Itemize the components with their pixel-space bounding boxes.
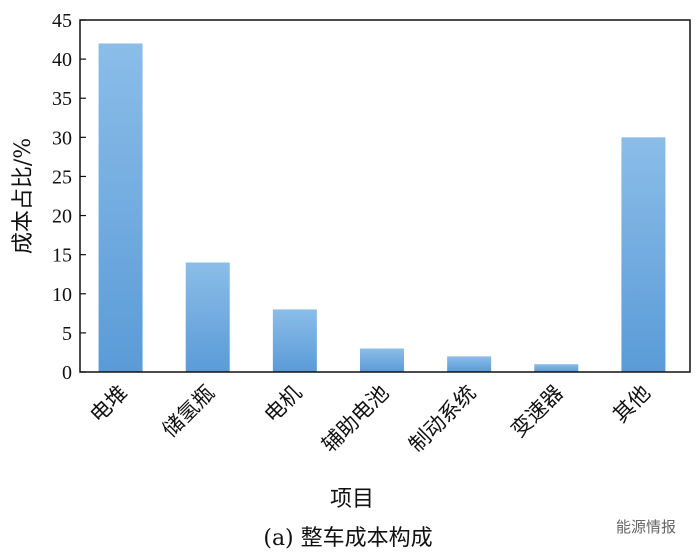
y-tick-label: 20	[52, 206, 72, 228]
bar-变速器	[534, 364, 579, 372]
plot-frame	[79, 19, 691, 373]
figure-caption: (a) 整车成本构成	[263, 526, 433, 551]
y-tick-label: 25	[52, 166, 72, 188]
x-tick-label: 辅助电池	[317, 381, 393, 457]
bar-电机	[272, 309, 317, 372]
x-tick-label: 变速器	[506, 381, 568, 443]
x-tick-label: 制动系统	[404, 381, 480, 457]
x-tick-label: 电机	[260, 381, 307, 428]
y-tick-label: 5	[62, 323, 72, 345]
y-tick-label: 10	[52, 284, 72, 306]
y-tick-label: 45	[52, 10, 72, 32]
y-tick-label: 30	[52, 127, 72, 149]
bar-储氢瓶	[185, 262, 230, 372]
bar-电堆	[98, 43, 143, 372]
bar-辅助电池	[360, 348, 404, 372]
y-tick-label: 15	[52, 245, 72, 267]
y-axis-label: 成本占比/%	[11, 138, 36, 254]
y-tick-label: 35	[52, 88, 72, 110]
y-tick-label: 40	[52, 49, 72, 71]
bar-其他	[621, 137, 666, 372]
bar-制动系统	[447, 356, 492, 372]
x-axis-label: 项目	[330, 487, 374, 512]
x-tick-label: 电堆	[85, 381, 132, 428]
x-tick-label: 其他	[608, 381, 655, 428]
watermark: 能源情报	[615, 518, 676, 536]
x-tick-label: 储氢瓶	[158, 381, 220, 443]
y-tick-label: 0	[62, 362, 72, 384]
